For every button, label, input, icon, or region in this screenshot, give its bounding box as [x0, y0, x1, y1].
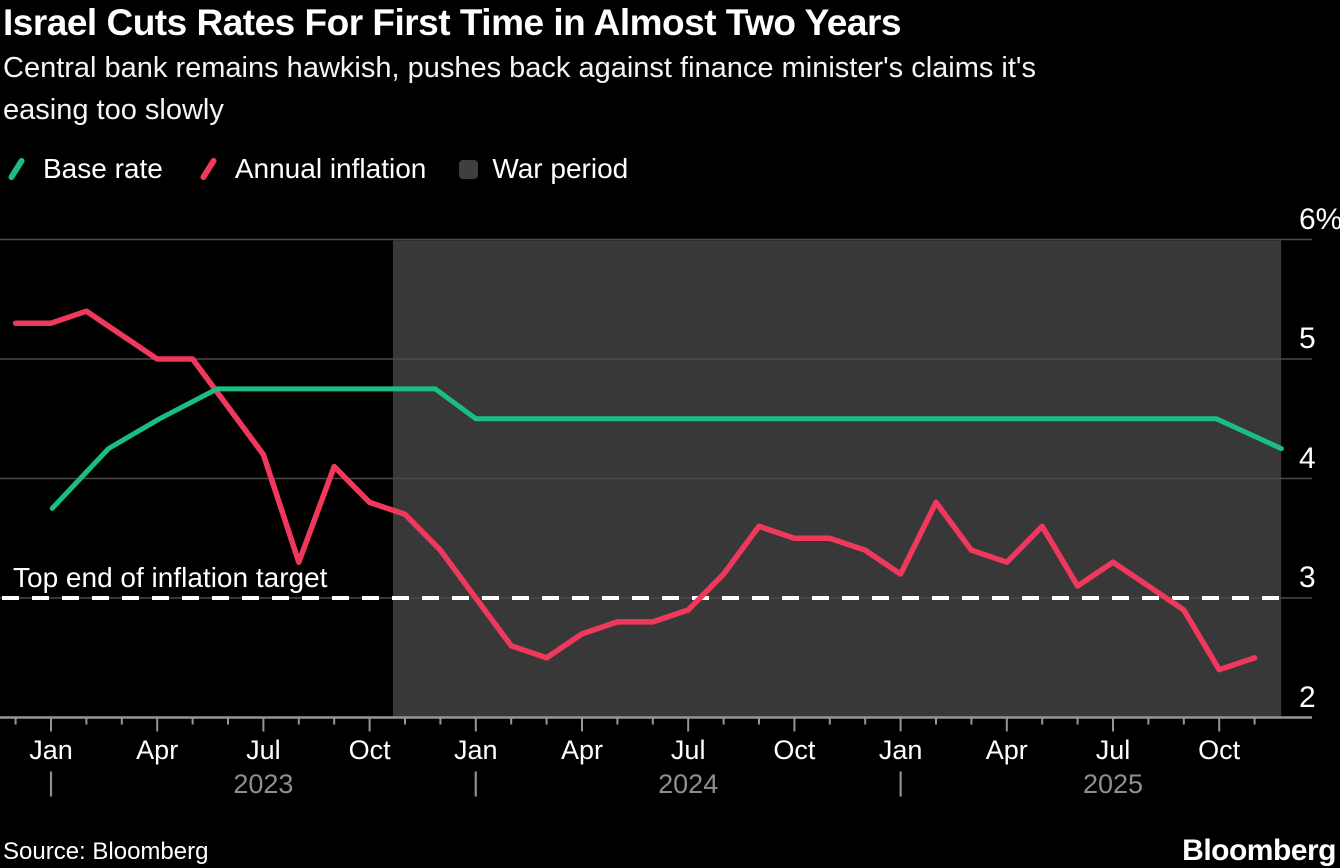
legend-item-war-period: War period [459, 153, 628, 185]
legend-label-base-rate: Base rate [43, 153, 163, 184]
x-tick-label: Oct [773, 735, 816, 765]
x-tick-label: Jul [246, 735, 281, 765]
year-start-marker: | [472, 767, 480, 797]
y-axis-label: 4 [1299, 441, 1316, 475]
source-label: Source: Bloomberg [3, 838, 209, 865]
chart-subtitle-line2: easing too slowly [3, 94, 224, 126]
y-axis-label: 5 [1299, 322, 1316, 355]
year-label: 2023 [233, 769, 294, 799]
x-tick-label: Apr [136, 735, 179, 765]
chart-subtitle-line1: Central bank remains hawkish, pushes bac… [3, 52, 1036, 84]
bloomberg-logo: Bloomberg [1182, 834, 1336, 867]
x-tick-label: Oct [1198, 735, 1241, 765]
x-tick-label: Apr [560, 735, 604, 765]
x-tick-label: Jan [454, 735, 498, 765]
x-tick-label: Oct [348, 735, 391, 765]
x-tick-label: Apr [985, 735, 1028, 765]
legend-label-war-period: War period [492, 153, 629, 184]
x-tick-label: Jul [670, 735, 706, 765]
x-tick-label: Jan [878, 735, 923, 765]
legend: Base rate Annual inflation War period [4, 150, 628, 188]
year-label: 2025 [1082, 769, 1144, 799]
year-label: 2024 [658, 769, 719, 799]
base-rate-line [49, 386, 1284, 511]
y-axis-label: 3 [1299, 561, 1316, 594]
inflation-target-annotation: Top end of inflation target [13, 562, 328, 593]
annual-inflation-line [12, 308, 1258, 673]
legend-label-annual-inflation: Annual inflation [234, 153, 427, 184]
x-tick-label: Jul [1095, 735, 1131, 765]
x-tick-label: Jan [29, 735, 73, 765]
year-start-marker: | [897, 767, 905, 797]
chart-subtitle: Central bank remains hawkish, pushes bac… [3, 47, 1036, 131]
year-start-marker: | [47, 767, 55, 797]
y-axis-label: 2 [1299, 680, 1316, 714]
war-period-square-icon [459, 159, 479, 179]
chart-title: Israel Cuts Rates For First Time in Almo… [3, 2, 901, 43]
y-axis-label: 6% [1299, 202, 1340, 236]
legend-item-annual-inflation: Annual inflation [196, 153, 426, 185]
legend-item-base-rate: Base rate [4, 153, 163, 185]
